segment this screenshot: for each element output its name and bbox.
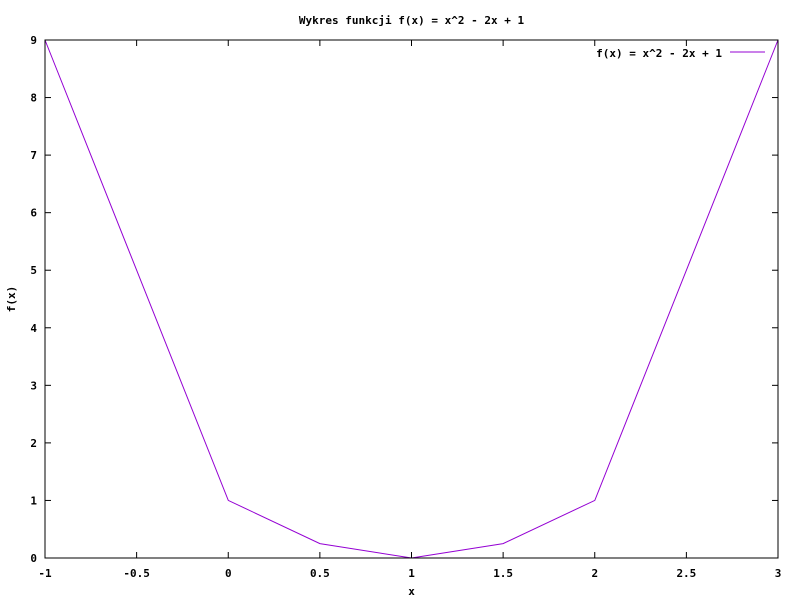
- y-tick-label: 6: [30, 207, 37, 220]
- lines-layer: [44, 39, 779, 559]
- y-tick-label: 7: [30, 149, 37, 162]
- x-tick-label: 2.5: [676, 567, 696, 580]
- ticks-layer: -1 -0.5 0 0.5 1 1.5 2 2.5 3 0 1 2 3 4 5 6 7 8 9: [30, 34, 781, 580]
- x-axis-label: x: [408, 585, 415, 598]
- y-axis-label: f(x): [5, 286, 18, 313]
- legend: f(x) = x^2 - 2x + 1: [596, 47, 765, 60]
- x-tick-label: 3: [775, 567, 782, 580]
- y-tick-label: 3: [30, 379, 37, 392]
- y-tick-label: 0: [30, 552, 37, 565]
- y-tick-label: 2: [30, 437, 37, 450]
- x-tick-label: 2: [591, 567, 598, 580]
- y-tick-label: 5: [30, 264, 37, 277]
- y-tick-label: 1: [30, 494, 37, 507]
- y-tick-label: 8: [30, 92, 37, 105]
- x-tick-label: 1: [408, 567, 415, 580]
- x-tick-label: 0: [225, 567, 232, 580]
- series-line: [44, 39, 779, 559]
- plot-frame: [44, 39, 779, 559]
- x-tick-label: 1.5: [493, 567, 513, 580]
- x-tick-label: -0.5: [123, 567, 150, 580]
- y-tick-label: 9: [30, 34, 37, 47]
- legend-label: f(x) = x^2 - 2x + 1: [596, 47, 722, 60]
- chart-title: Wykres funkcji f(x) = x^2 - 2x + 1: [299, 14, 525, 27]
- y-tick-label: 4: [30, 322, 37, 335]
- x-tick-label: -1: [38, 567, 52, 580]
- x-tick-label: 0.5: [310, 567, 330, 580]
